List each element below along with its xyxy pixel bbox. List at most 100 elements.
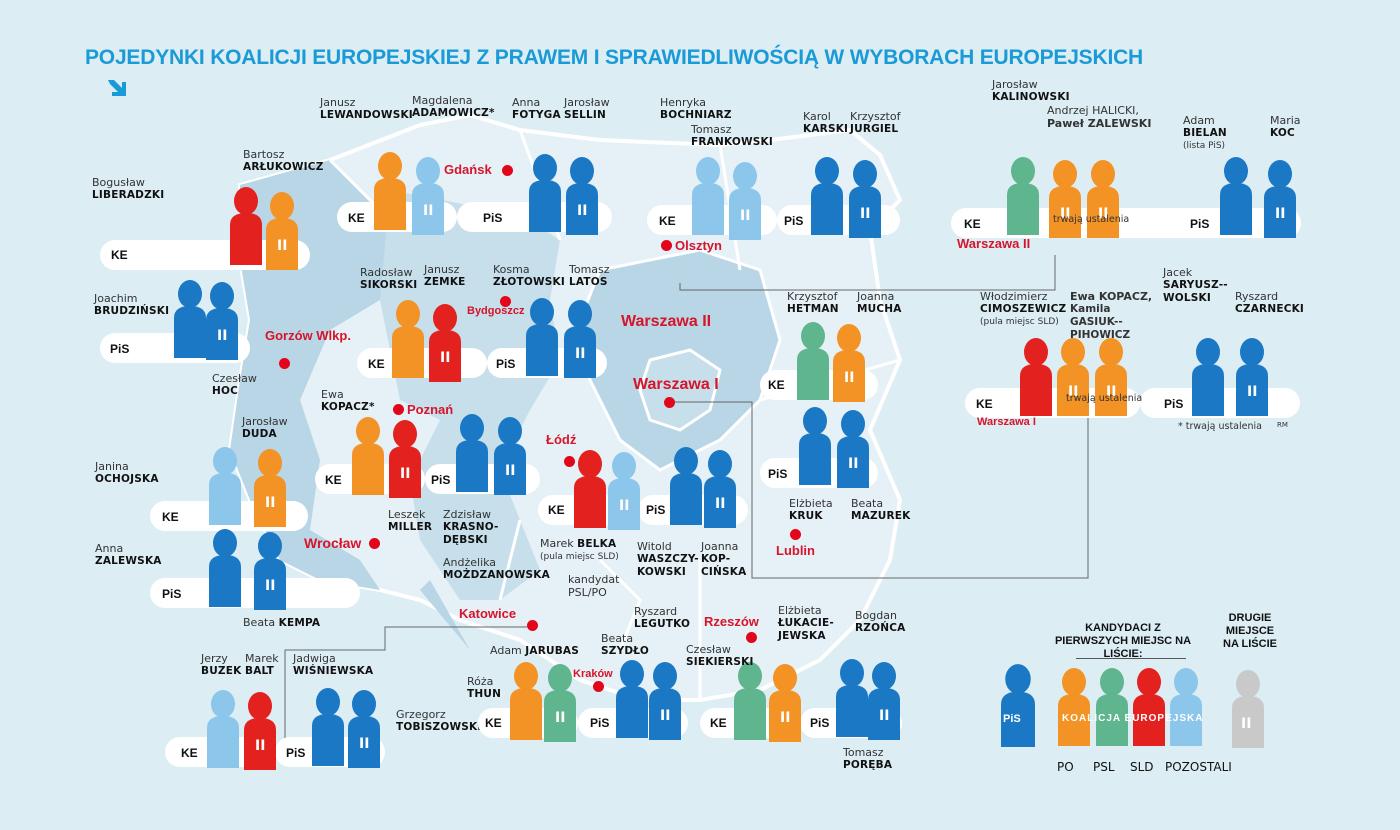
svg-text:II: II <box>1247 384 1257 400</box>
pis-label: PiS <box>431 473 451 487</box>
legend-heading-second: DRUGIE MIEJSCE NA LIŚCIE <box>1223 612 1277 650</box>
ke-label: KE <box>964 217 981 231</box>
candidate-figure[interactable] <box>1188 336 1228 416</box>
candidate-figure[interactable] <box>226 185 266 265</box>
city-label: Gorzów Wlkp. <box>265 328 351 343</box>
candidate-figure-second[interactable]: II <box>385 418 425 498</box>
candidate-name: Czesław SIEKIERSKI <box>686 643 754 668</box>
candidate-figure[interactable] <box>348 415 388 495</box>
candidate-figure[interactable] <box>1016 336 1056 416</box>
candidate-figure-second[interactable]: II <box>1045 158 1085 238</box>
candidate-figure-second[interactable]: II <box>829 322 869 402</box>
candidate-figure-second[interactable]: II <box>645 660 685 740</box>
candidate-figure-second[interactable]: II <box>700 448 740 528</box>
city-label: Olsztyn <box>675 238 722 253</box>
candidate-name: Róża THUN <box>467 675 502 700</box>
candidate-name: Magdalena ADAMOWICZ* <box>412 94 495 119</box>
candidate-figure-second[interactable]: II <box>604 450 644 530</box>
candidate-figure[interactable] <box>795 405 835 485</box>
candidate-figure-second[interactable]: II <box>425 302 465 382</box>
credit: RM <box>1277 421 1288 429</box>
candidate-figure-second[interactable]: II <box>240 690 280 770</box>
city-label: Warszawa II <box>621 313 712 330</box>
city-label: Rzeszów <box>704 614 759 629</box>
svg-text:II: II <box>265 578 275 594</box>
candidate-figure[interactable] <box>452 412 492 492</box>
candidate-figure-second[interactable]: II <box>725 160 765 240</box>
candidate-name: Beata SZYDŁO <box>601 632 649 657</box>
candidate-figure[interactable] <box>1216 155 1256 235</box>
status-note: trwają ustalenia <box>1066 393 1143 404</box>
ke-label: KE <box>659 214 676 228</box>
candidate-figure-second[interactable]: II <box>765 662 805 742</box>
city-dot <box>664 397 675 408</box>
candidate-name: Marek BELKA (pula miejsc SLD) <box>540 537 619 562</box>
candidate-figure-second[interactable]: II <box>202 280 242 360</box>
candidate-figure[interactable] <box>1003 155 1043 235</box>
candidate-figure-second[interactable]: II <box>250 530 290 610</box>
candidate-name: Maria KOC <box>1270 114 1301 139</box>
candidate-figure[interactable] <box>203 688 243 768</box>
candidate-figure-second[interactable]: II <box>1083 158 1123 238</box>
candidate-figure-second[interactable]: II <box>1091 336 1131 416</box>
candidate-figure[interactable] <box>522 296 562 376</box>
candidate-name: Adam JARUBAS <box>490 644 580 657</box>
candidate-name: Witold WASZCZY-KOWSKI <box>637 540 699 578</box>
candidate-name: Grzegorz TOBISZOWSKI <box>396 708 482 733</box>
candidate-name: Joachim BRUDZIŃSKI <box>94 292 170 317</box>
candidate-figure-second[interactable]: II <box>845 158 885 238</box>
candidate-name: Jacek SARYUSZ--WOLSKI <box>1163 266 1228 304</box>
candidate-name: Elżbieta ŁUKACIE-JEWSKA <box>778 604 834 642</box>
candidate-figure[interactable] <box>308 686 348 766</box>
candidate-figure-second[interactable]: II <box>833 408 873 488</box>
candidate-figure[interactable] <box>688 155 728 235</box>
candidate-figure[interactable] <box>793 320 833 400</box>
candidate-figure-second[interactable]: II <box>408 155 448 235</box>
city-dot <box>790 529 801 540</box>
candidate-figure-second[interactable]: II <box>262 190 302 270</box>
legend-bracket <box>1076 658 1186 659</box>
candidate-figure-second[interactable]: II <box>250 447 290 527</box>
candidate-name: Tomasz PORĘBA <box>843 746 893 771</box>
candidate-figure[interactable] <box>388 298 428 378</box>
candidate-figure[interactable] <box>205 527 245 607</box>
pis-label: PiS <box>646 503 666 517</box>
candidate-figure-second[interactable]: II <box>560 298 600 378</box>
city-label: Bydgoszcz <box>467 305 525 317</box>
candidate-figure-second[interactable]: II <box>562 155 602 235</box>
svg-text:II: II <box>879 708 889 724</box>
candidate-figure[interactable] <box>730 660 770 740</box>
candidate-figure-second[interactable]: II <box>490 415 530 495</box>
candidate-figure[interactable] <box>205 445 245 525</box>
svg-text:II: II <box>844 370 854 386</box>
candidate-name: kandydat PSL/PO <box>568 573 620 599</box>
city-label: Lublin <box>776 543 815 558</box>
candidate-name: Czesław HOC <box>212 372 257 397</box>
candidate-figure[interactable] <box>807 155 847 235</box>
candidate-name: Andżelika MOŻDZANOWSKA <box>443 556 550 581</box>
candidate-name: Jarosław SELLIN <box>564 96 610 121</box>
candidate-name: Bogusław LIBERADZKI <box>92 176 165 201</box>
candidate-figure-second[interactable]: II <box>1232 336 1272 416</box>
candidate-figure-second[interactable]: II <box>864 660 904 740</box>
candidate-name: Joanna MUCHA <box>857 290 902 315</box>
candidate-name: Jarosław DUDA <box>242 415 288 440</box>
candidate-figure-second[interactable]: II <box>1260 158 1300 238</box>
candidate-name: Tomasz LATOS <box>569 263 610 288</box>
svg-text:II: II <box>619 498 629 514</box>
candidate-figure-second[interactable]: II <box>1053 336 1093 416</box>
city-label: Katowice <box>459 606 517 621</box>
svg-text:II: II <box>715 496 725 512</box>
candidate-name: Bogdan RZOŃCA <box>855 609 906 634</box>
footnote: * trwają ustalenia <box>1178 421 1262 432</box>
candidate-figure-second[interactable]: II <box>540 662 580 742</box>
pis-label: PiS <box>483 211 503 225</box>
svg-text:II: II <box>577 203 587 219</box>
candidate-figure[interactable] <box>370 150 410 230</box>
ke-label: KE <box>111 248 128 262</box>
candidate-figure[interactable] <box>525 152 565 232</box>
city-dot <box>746 632 757 643</box>
ke-label: KE <box>548 503 565 517</box>
candidate-figure-second[interactable]: II <box>344 688 384 768</box>
